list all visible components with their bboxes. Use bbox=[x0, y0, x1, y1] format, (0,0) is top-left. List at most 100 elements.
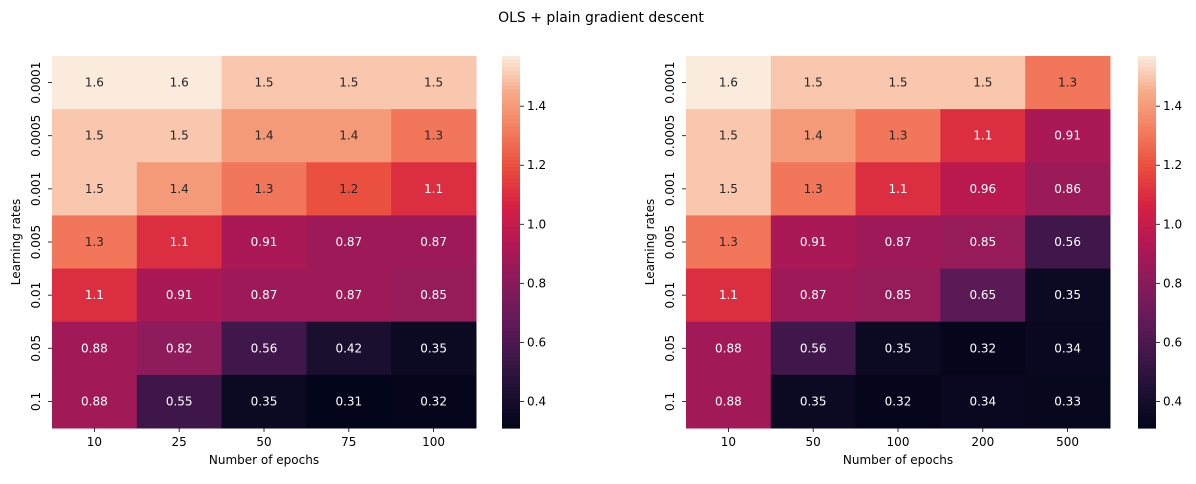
colorbar-segment bbox=[502, 208, 520, 213]
cell-value-label: 1.4 bbox=[170, 182, 189, 196]
colorbar-segment bbox=[502, 145, 520, 150]
colorbar-segment bbox=[502, 346, 520, 351]
colorbar-tick-label: 0.6 bbox=[1163, 335, 1182, 349]
colorbar-segment bbox=[502, 379, 520, 384]
colorbar-segment bbox=[502, 122, 520, 128]
cell-value-label: 0.91 bbox=[800, 235, 827, 249]
cell-value-label: 1.1 bbox=[424, 182, 443, 196]
colorbar-segment bbox=[502, 215, 520, 221]
y-tick-label: 0.0005 bbox=[29, 115, 43, 157]
colorbar-segment bbox=[1138, 186, 1156, 191]
cell-value-label: 1.1 bbox=[973, 129, 992, 143]
colorbar-segment bbox=[502, 82, 520, 87]
cell-value-label: 1.1 bbox=[85, 288, 104, 302]
colorbar-segment bbox=[502, 212, 520, 217]
colorbar-segment bbox=[502, 316, 520, 321]
cell-value-label: 1.6 bbox=[170, 76, 189, 90]
colorbar-segment bbox=[502, 163, 520, 169]
y-tick-label: 0.0001 bbox=[29, 62, 43, 104]
heatmap-panel-1: 1.6 1.6 1.5 1.5 1.5 1.5 1.5 1.4 1.4 1.3 1.5 1.4 1.3 1… bbox=[9, 56, 546, 467]
colorbar-segment bbox=[502, 134, 520, 139]
colorbar-segment bbox=[502, 420, 520, 425]
heatmap-cell bbox=[940, 109, 1026, 163]
colorbar-segment bbox=[1138, 78, 1156, 83]
cell-value-label: 0.87 bbox=[335, 288, 362, 302]
x-axis-label: Number of epochs bbox=[843, 453, 953, 467]
heatmap-cell bbox=[306, 268, 392, 323]
colorbar-segment bbox=[1138, 308, 1156, 314]
cell-value-label: 1.3 bbox=[85, 235, 104, 249]
colorbar-segment bbox=[1138, 104, 1156, 109]
colorbar-segment bbox=[1138, 346, 1156, 351]
colorbar-segment bbox=[1138, 338, 1156, 344]
colorbar-segment bbox=[1138, 208, 1156, 213]
y-tick-label: 0.001 bbox=[663, 172, 677, 206]
colorbar-segment bbox=[1138, 379, 1156, 384]
colorbar-segment bbox=[1138, 353, 1156, 358]
colorbar-segment bbox=[1138, 178, 1156, 184]
colorbar-segment bbox=[1138, 375, 1156, 381]
cell-value-label: 1.6 bbox=[85, 76, 104, 90]
colorbar-segment bbox=[502, 387, 520, 392]
heatmap-cell bbox=[136, 162, 223, 216]
colorbar-segment bbox=[1138, 282, 1156, 288]
heatmap-cell bbox=[770, 268, 857, 323]
heatmap-cell bbox=[855, 321, 941, 376]
cell-value-label: 0.35 bbox=[251, 394, 278, 408]
heatmap-cell bbox=[136, 268, 223, 323]
heatmap-cell bbox=[221, 215, 307, 270]
y-axis-label: Learning rates bbox=[9, 199, 23, 286]
heatmap-cell bbox=[940, 162, 1026, 216]
colorbar-segment bbox=[502, 390, 520, 396]
cell-value-label: 0.35 bbox=[885, 341, 912, 355]
heatmap-cell bbox=[940, 56, 1026, 110]
heatmap-cell bbox=[221, 109, 307, 163]
colorbar-segment bbox=[502, 271, 520, 277]
colorbar-segment bbox=[1138, 119, 1156, 124]
colorbar-segment bbox=[1138, 335, 1156, 340]
cell-value-label: 0.88 bbox=[81, 341, 108, 355]
colorbar-segment bbox=[1138, 301, 1156, 306]
heatmap-cell bbox=[221, 374, 307, 429]
y-tick-label: 0.05 bbox=[29, 335, 43, 362]
colorbar-segment bbox=[1138, 424, 1156, 429]
colorbar-segment bbox=[1138, 383, 1156, 388]
colorbar-tick-label: 1.0 bbox=[527, 217, 546, 231]
colorbar-segment bbox=[502, 368, 520, 373]
colorbar-segment bbox=[502, 308, 520, 314]
colorbar-segment bbox=[1138, 420, 1156, 425]
colorbar-segment bbox=[1138, 342, 1156, 347]
colorbar-segment bbox=[502, 67, 520, 72]
cell-value-label: 1.5 bbox=[424, 76, 443, 90]
heatmap-cell bbox=[1025, 56, 1111, 110]
colorbar-segment bbox=[502, 59, 520, 65]
colorbar-segment bbox=[502, 182, 520, 187]
heatmap-cell bbox=[770, 374, 857, 429]
colorbar-tick-label: 0.8 bbox=[1163, 276, 1182, 290]
heatmap-cell bbox=[770, 162, 857, 216]
colorbar-segment bbox=[502, 323, 520, 329]
heatmap-cell bbox=[52, 268, 138, 323]
cell-value-label: 1.5 bbox=[85, 129, 104, 143]
colorbar-segment bbox=[502, 331, 520, 336]
cell-value-label: 1.3 bbox=[254, 182, 273, 196]
colorbar-segment bbox=[502, 223, 520, 228]
colorbar-segment bbox=[502, 424, 520, 429]
colorbar-segment bbox=[502, 227, 520, 232]
cell-value-label: 0.34 bbox=[969, 394, 996, 408]
heatmap-cell bbox=[136, 215, 223, 270]
colorbar-segment bbox=[502, 193, 520, 198]
colorbar-segment bbox=[502, 353, 520, 358]
y-tick-label: 0.1 bbox=[663, 392, 677, 411]
colorbar-segment bbox=[502, 93, 520, 98]
heatmap-cell bbox=[221, 56, 307, 110]
colorbar-segment bbox=[1138, 264, 1156, 269]
colorbar-segment bbox=[1138, 85, 1156, 91]
heatmap-cell bbox=[686, 162, 772, 216]
colorbar-tick-label: 1.2 bbox=[1163, 158, 1182, 172]
heatmap-cell bbox=[52, 215, 138, 270]
colorbar-segment bbox=[1138, 134, 1156, 139]
colorbar-segment bbox=[1138, 361, 1156, 366]
heatmap-cell bbox=[306, 321, 392, 376]
